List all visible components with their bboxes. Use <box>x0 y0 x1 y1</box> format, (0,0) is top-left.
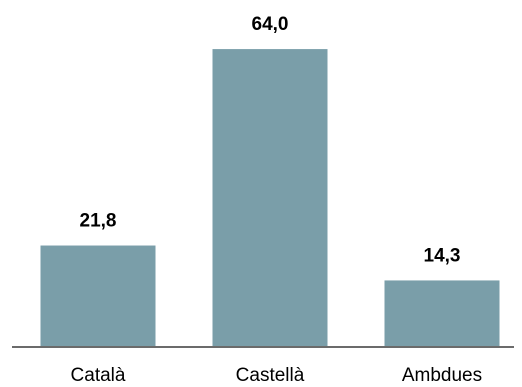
value-label-castella: 64,0 <box>252 14 289 35</box>
bar-catala <box>40 245 156 347</box>
value-label-catala: 21,8 <box>80 211 117 232</box>
bar-castella <box>212 49 328 348</box>
bars <box>40 49 500 348</box>
value-label-ambdues: 14,3 <box>424 245 461 266</box>
category-label-castella: Castellà <box>236 365 305 386</box>
bar-ambdues <box>384 280 500 347</box>
category-label-catala: Català <box>71 365 126 386</box>
value-labels: 21,8 64,0 14,3 <box>80 14 461 266</box>
category-labels: Català Castellà Ambdues <box>71 365 483 386</box>
category-label-ambdues: Ambdues <box>402 365 482 386</box>
